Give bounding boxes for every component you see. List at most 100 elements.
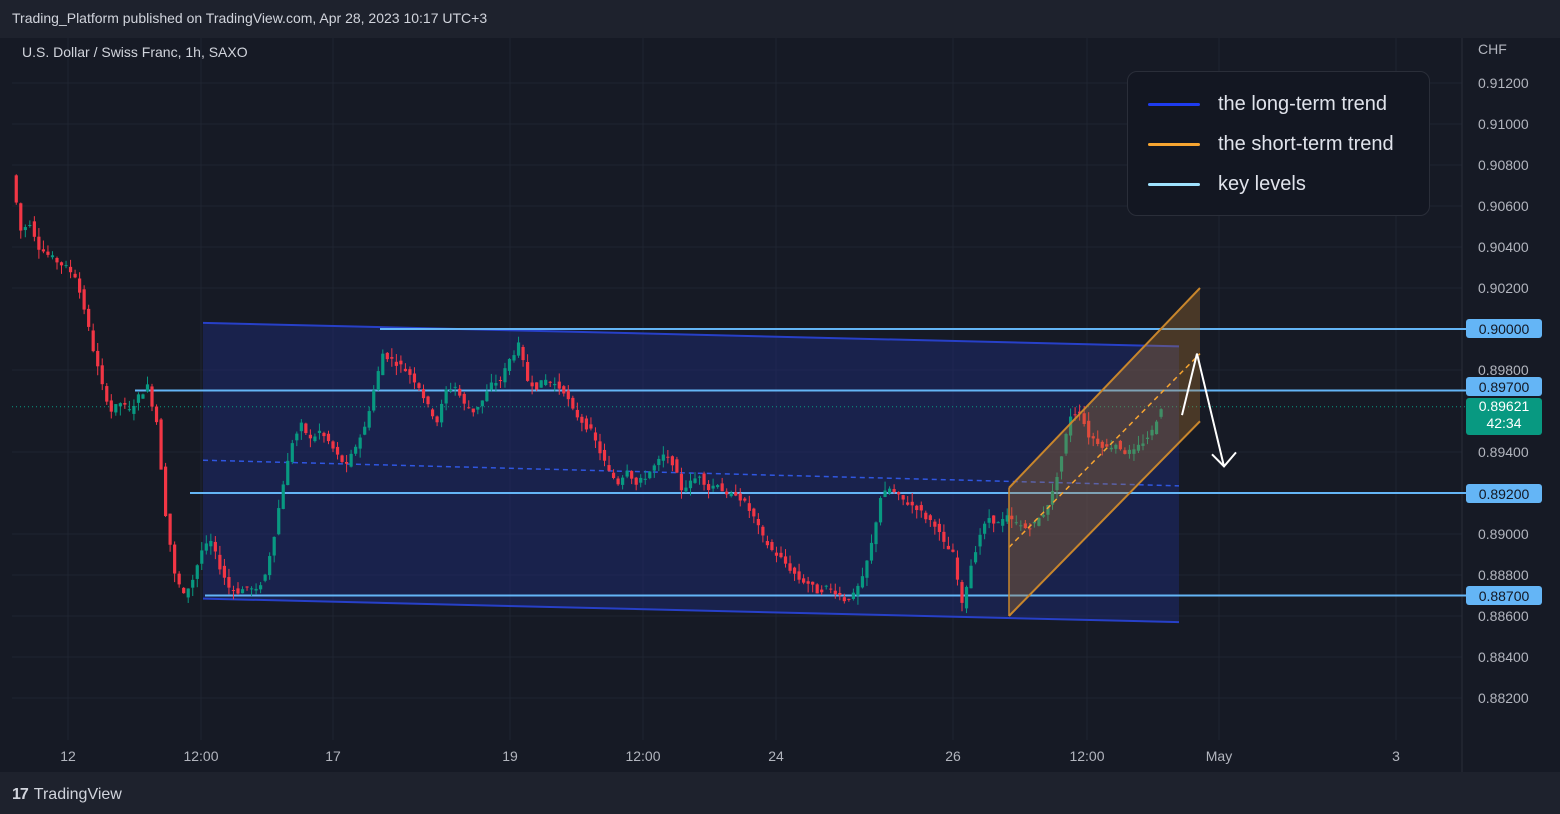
trend-legend: the long-term trend the short-term trend… [1127, 71, 1430, 216]
candle-body [842, 597, 846, 602]
candle-body [240, 589, 245, 594]
legend-item-short-term: the short-term trend [1148, 133, 1394, 156]
candle-body [200, 550, 204, 564]
candle-body [964, 586, 969, 609]
x-tick-label: 3 [1392, 748, 1400, 764]
candle-body [829, 588, 833, 590]
candle-body [725, 491, 729, 495]
candle-body [23, 227, 27, 231]
candle-body [544, 379, 548, 386]
candle-body [553, 383, 557, 386]
candle-body [444, 389, 448, 404]
candle-body [64, 265, 68, 267]
candle-body [1001, 519, 1005, 526]
candle-body [684, 487, 688, 492]
candle-body [1014, 522, 1018, 524]
candle-body [335, 446, 340, 455]
candle-body [702, 473, 706, 485]
candle-body [59, 262, 64, 266]
long-term-lower-line [202, 597, 1180, 624]
candle-body [679, 473, 684, 491]
candle-body [476, 406, 480, 410]
candle-body [951, 549, 955, 552]
candle-body [661, 454, 665, 461]
candle-body [28, 225, 32, 227]
candle-body [46, 251, 50, 255]
price-tag-level-3: 0.89200 [1466, 484, 1542, 503]
candle-body [634, 477, 638, 485]
candle-body [602, 449, 607, 461]
candle-body [408, 369, 412, 375]
candle-body [1159, 409, 1163, 417]
candle-body [906, 502, 910, 505]
candle-body [1091, 436, 1095, 439]
candle-body [222, 565, 227, 578]
x-tick-label: 24 [768, 748, 784, 764]
candle-body [91, 330, 95, 352]
candle-body [847, 598, 851, 600]
candle-body [1105, 444, 1109, 447]
candle-body [557, 381, 561, 389]
candle-body [625, 470, 629, 477]
candle-body [530, 382, 534, 387]
candle-body [856, 585, 860, 596]
candle-body [268, 556, 272, 576]
candle-body [1154, 421, 1159, 435]
candle-body [851, 592, 855, 599]
candle-body [308, 434, 312, 439]
candle-body [82, 289, 86, 310]
candle-body [381, 353, 385, 376]
candle-body [150, 386, 154, 407]
candle-body [19, 203, 23, 231]
candle-body [512, 355, 516, 361]
candle-body [412, 373, 417, 383]
candle-body [783, 556, 788, 564]
candle-body [1132, 449, 1136, 454]
candle-body [385, 352, 389, 360]
tradingview-brand[interactable]: 17 TradingView [12, 786, 122, 804]
price-axis: 0.91200 0.91000 0.90800 0.90600 0.90400 0.902… [1478, 75, 1529, 706]
candle-body [489, 382, 493, 390]
candle-body [1005, 515, 1009, 522]
candle-body [1032, 521, 1036, 524]
candle-body [87, 308, 91, 327]
candle-body [322, 432, 326, 437]
short-term-channel-fill [1009, 288, 1200, 616]
candle-body [231, 590, 236, 592]
price-tag-level-2: 0.89700 [1466, 377, 1542, 396]
candle-body [1150, 429, 1154, 436]
candle-body [860, 576, 865, 588]
candle-body [887, 488, 892, 494]
candle-body [1145, 437, 1150, 439]
candle-body [458, 388, 462, 396]
candle-body [204, 543, 208, 551]
candle-body [693, 478, 697, 483]
candle-body [498, 380, 503, 382]
y-tick-label: 0.88400 [1478, 649, 1529, 665]
candle-body [109, 400, 113, 412]
tradingview-logo-icon: 17 [12, 786, 29, 803]
candle-body [774, 552, 779, 556]
candle-body [317, 430, 322, 434]
candle-body [340, 455, 344, 462]
candle-body [354, 446, 358, 454]
x-tick-label: 26 [945, 748, 961, 764]
short-term-upper-line [1008, 287, 1201, 489]
candle-body [688, 480, 693, 489]
candle-body [73, 273, 77, 278]
candle-body [32, 221, 36, 237]
candle-body [277, 508, 281, 535]
candle-body [792, 567, 797, 574]
candle-body [1023, 523, 1027, 529]
legend-item-key-levels: key levels [1148, 173, 1306, 196]
y-tick-label: 0.89000 [1478, 526, 1529, 542]
candle-body [820, 589, 824, 593]
bar-countdown: 42:34 [1486, 415, 1522, 431]
candle-body [535, 382, 539, 390]
candle-body [281, 484, 285, 509]
candle-body [901, 495, 905, 500]
candle-body [639, 477, 643, 483]
candle-body [729, 492, 733, 497]
candle-body [213, 541, 217, 552]
